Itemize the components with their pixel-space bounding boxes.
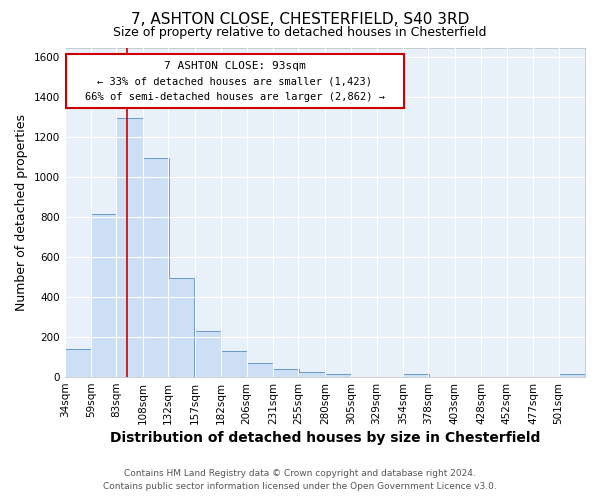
Text: 7 ASHTON CLOSE: 93sqm: 7 ASHTON CLOSE: 93sqm: [164, 62, 306, 72]
X-axis label: Distribution of detached houses by size in Chesterfield: Distribution of detached houses by size …: [110, 431, 540, 445]
Bar: [298, 372, 325, 377]
Text: Contains HM Land Registry data © Crown copyright and database right 2024.
Contai: Contains HM Land Registry data © Crown c…: [103, 470, 497, 491]
Bar: [325, 374, 351, 377]
Bar: [91, 214, 117, 377]
Bar: [65, 349, 91, 377]
Y-axis label: Number of detached properties: Number of detached properties: [15, 114, 28, 311]
Bar: [247, 364, 272, 377]
Bar: [116, 118, 143, 377]
Bar: [169, 278, 194, 377]
Text: 66% of semi-detached houses are larger (2,862) →: 66% of semi-detached houses are larger (…: [85, 92, 385, 102]
Text: Size of property relative to detached houses in Chesterfield: Size of property relative to detached ho…: [113, 26, 487, 39]
Bar: [403, 374, 429, 377]
Bar: [221, 351, 247, 377]
Bar: [143, 158, 169, 377]
Text: ← 33% of detached houses are smaller (1,423): ← 33% of detached houses are smaller (1,…: [97, 76, 373, 86]
Bar: [273, 370, 299, 377]
Bar: [559, 374, 584, 377]
Bar: [195, 330, 221, 377]
Bar: [66, 54, 404, 108]
Text: 7, ASHTON CLOSE, CHESTERFIELD, S40 3RD: 7, ASHTON CLOSE, CHESTERFIELD, S40 3RD: [131, 12, 469, 28]
